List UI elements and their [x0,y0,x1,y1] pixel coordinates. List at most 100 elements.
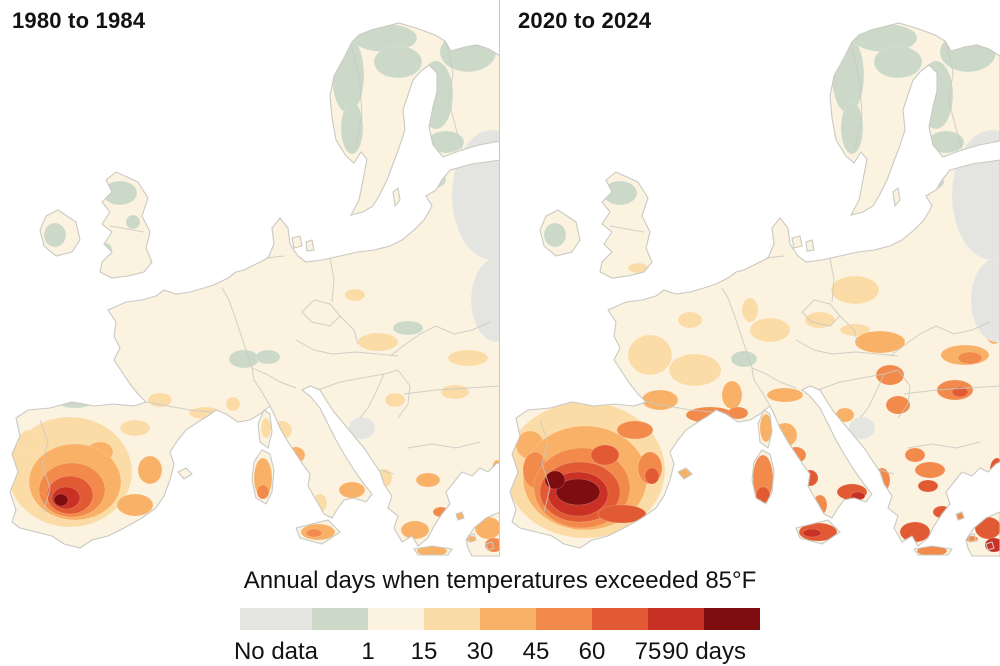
region-c90 [53,493,69,507]
region-c30 [854,330,906,354]
region-sage [873,45,923,79]
region-c15 [271,420,293,440]
region-c15 [804,311,836,329]
legend-bar [240,608,760,630]
region-c15 [830,275,880,305]
map-panel-2020: 2020 to 2024 [500,0,1000,557]
legend-segment-c60 [592,608,648,630]
region-c90 [555,478,601,506]
region-sage [927,130,965,154]
region-c15 [668,353,722,387]
panel-title: 1980 to 1984 [12,8,146,33]
legend-tick-label: 75 [634,638,662,665]
region-sage [413,170,447,190]
region-c15 [225,396,241,412]
region-c75 [984,537,1000,553]
region-sage [228,349,260,369]
region-c45 [616,420,654,440]
region-sage [125,214,141,230]
region-c30 [721,380,743,410]
region-c45 [785,446,807,464]
legend-segment-sage [312,608,368,630]
region-c15 [677,311,703,329]
region-c30 [286,446,306,464]
region-c30 [400,520,430,540]
region-c15 [440,384,470,400]
region-c60 [801,469,819,487]
legend-tick-label: 30 [466,638,494,665]
region-c30 [137,455,163,485]
region-sage [255,349,281,365]
region-c45 [885,395,911,415]
region-c15 [260,417,272,439]
panel-title: 2020 to 2024 [518,8,652,33]
region-c60 [590,444,620,466]
region-c15 [357,332,399,352]
region-c30 [766,387,804,403]
region-c15 [749,317,791,343]
region-sage [392,320,424,336]
region-c45 [727,406,749,420]
region-c30 [835,407,855,423]
legend-segment-no_data [240,608,312,630]
region-c30 [116,493,154,517]
region-c90 [544,470,566,490]
region-sage [831,36,865,114]
region-c15 [447,349,489,367]
region-c30 [338,481,366,499]
legend-segment-c1 [368,608,424,630]
region-c45 [256,484,270,500]
region-no_data [470,257,500,343]
region-sage [543,222,567,248]
region-c60 [917,479,939,493]
legend-tick-label: 60 [578,638,606,665]
region-c45 [904,447,926,463]
region-c15 [17,429,43,455]
region-c60 [951,386,969,398]
region-c15 [312,493,328,513]
legend-tick-label: 1 [361,638,375,665]
region-c30 [415,472,441,488]
region-sage [331,36,365,114]
region-c45 [957,351,983,365]
region-no_data [970,257,1000,343]
legend-tick-label: 90 days [661,638,747,665]
region-no_data [848,416,876,440]
legend-no-data-label: No data [233,638,319,665]
region-c15 [839,323,871,337]
region-sage [340,101,364,155]
europe-map-2020 [509,22,1000,557]
region-sage [915,173,945,191]
region-sage [730,350,758,368]
region-c30 [675,468,693,480]
region-c60 [974,516,1000,540]
europe-map-1980 [9,22,500,557]
region-no_data [348,416,376,440]
region-c30 [772,422,798,448]
region-c45 [914,461,946,479]
legend-segment-c90 [704,608,760,630]
legend-scale-labels: No data 1 15 30 45 60 75 90 days [234,637,760,666]
region-c60 [597,504,647,524]
region-c30 [474,516,500,540]
region-c45 [873,467,891,493]
map-comparison: 1980 to 1984 2020 to 2024 [0,0,1000,557]
region-sage [43,222,67,248]
region-c60 [644,467,660,485]
region-c15 [344,288,366,302]
region-c60 [932,505,952,519]
region-c45 [484,537,500,553]
legend-segment-c15 [424,608,480,630]
region-c15 [741,297,759,323]
legend-title: Annual days when temperatures exceeded 8… [243,567,757,594]
region-c15 [627,334,673,376]
legend-segment-c45 [536,608,592,630]
legend-segment-c30 [480,608,536,630]
legend-tick-label: 45 [522,638,550,665]
region-sage [840,101,864,155]
region-c75 [802,528,822,538]
region-c60 [899,521,931,543]
region-sage [427,130,465,154]
legend: Annual days when temperatures exceeded 8… [0,557,1000,666]
map-panel-1980: 1980 to 1984 [0,0,500,557]
